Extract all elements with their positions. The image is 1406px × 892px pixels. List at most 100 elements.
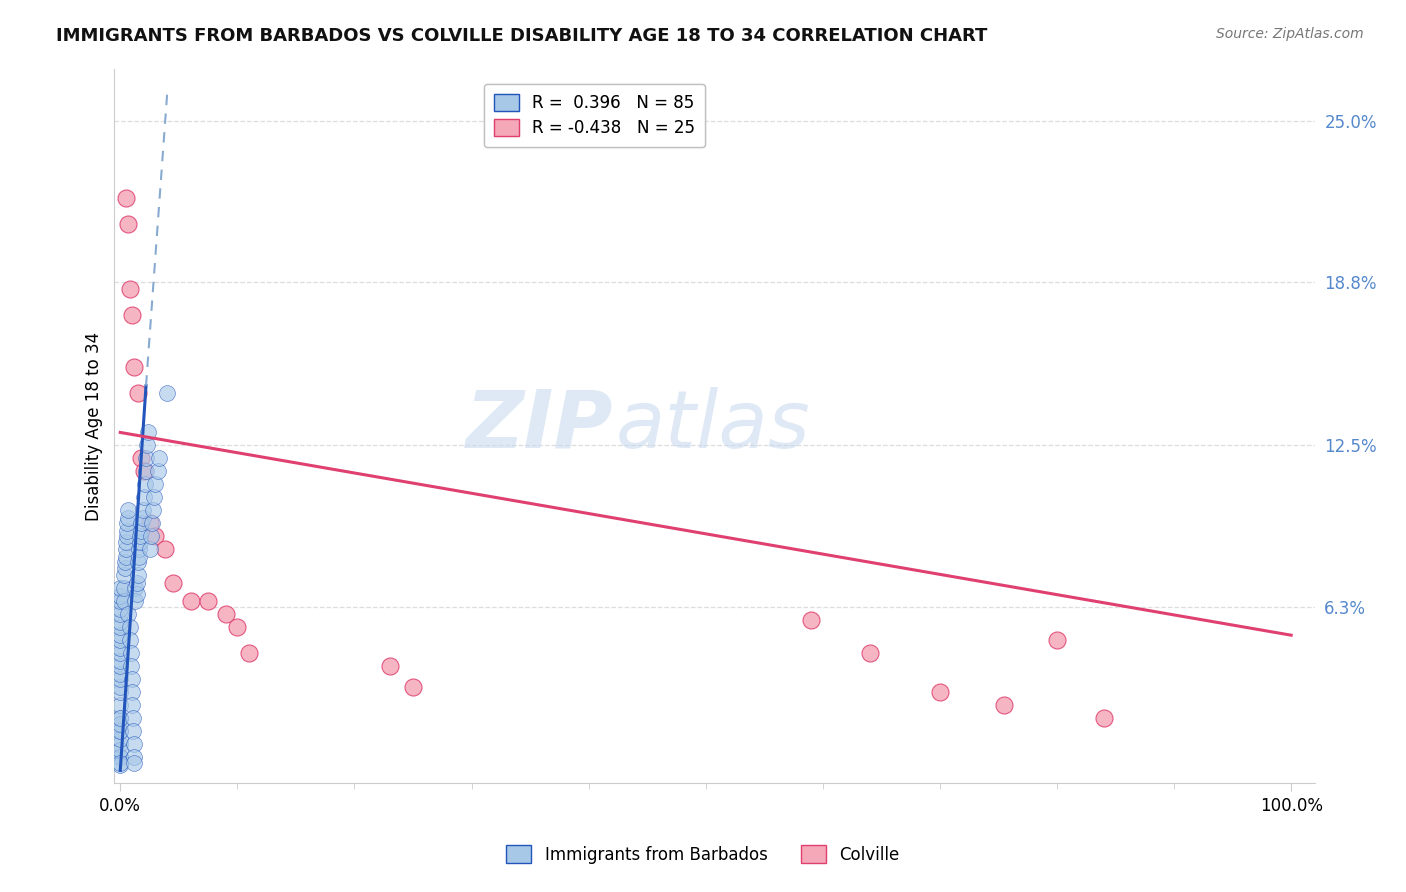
Immigrants from Barbados (110, 742, 132, 756)
Immigrants from Barbados (121, 698, 143, 713)
Colville (131, 451, 153, 466)
Immigrants from Barbados (115, 534, 138, 549)
Immigrants from Barbados (139, 529, 162, 543)
Text: ZIP: ZIP (465, 387, 613, 465)
Immigrants from Barbados (110, 716, 132, 731)
Immigrants from Barbados (110, 750, 132, 764)
Colville (378, 659, 401, 673)
Colville (127, 386, 149, 401)
Colville (162, 576, 184, 591)
Immigrants from Barbados (125, 576, 148, 591)
Colville (800, 613, 823, 627)
Immigrants from Barbados (110, 750, 132, 764)
Immigrants from Barbados (131, 524, 153, 539)
Colville (1046, 633, 1069, 648)
Immigrants from Barbados (124, 756, 146, 770)
Immigrants from Barbados (117, 516, 139, 531)
Immigrants from Barbados (128, 550, 150, 565)
Immigrants from Barbados (110, 756, 132, 770)
Immigrants from Barbados (117, 529, 139, 543)
Immigrants from Barbados (136, 438, 159, 452)
Immigrants from Barbados (143, 491, 166, 505)
Immigrants from Barbados (112, 582, 135, 596)
Immigrants from Barbados (110, 758, 132, 772)
Immigrants from Barbados (138, 542, 160, 557)
Legend: Immigrants from Barbados, Colville: Immigrants from Barbados, Colville (499, 838, 907, 871)
Immigrants from Barbados (134, 477, 156, 491)
Immigrants from Barbados (110, 711, 132, 725)
Immigrants from Barbados (110, 641, 132, 656)
Immigrants from Barbados (110, 698, 132, 713)
Colville (214, 607, 236, 622)
Colville (402, 680, 425, 694)
Immigrants from Barbados (121, 685, 143, 699)
Immigrants from Barbados (141, 516, 163, 531)
Immigrants from Barbados (156, 386, 179, 401)
Immigrants from Barbados (131, 511, 153, 525)
Colville (121, 309, 143, 323)
Immigrants from Barbados (124, 737, 146, 751)
Immigrants from Barbados (121, 673, 143, 687)
Immigrants from Barbados (110, 711, 132, 725)
Legend: R =  0.396   N = 85, R = -0.438   N = 25: R = 0.396 N = 85, R = -0.438 N = 25 (484, 84, 706, 147)
Immigrants from Barbados (117, 607, 139, 622)
Immigrants from Barbados (110, 724, 132, 739)
Immigrants from Barbados (142, 503, 165, 517)
Immigrants from Barbados (128, 542, 150, 557)
Immigrants from Barbados (120, 647, 142, 661)
Colville (124, 360, 146, 375)
Immigrants from Barbados (131, 503, 153, 517)
Immigrants from Barbados (131, 516, 153, 531)
Immigrants from Barbados (110, 602, 132, 616)
Immigrants from Barbados (110, 685, 132, 699)
Immigrants from Barbados (115, 550, 138, 565)
Immigrants from Barbados (118, 620, 141, 634)
Immigrants from Barbados (110, 732, 132, 747)
Immigrants from Barbados (110, 673, 132, 687)
Immigrants from Barbados (124, 594, 146, 608)
Immigrants from Barbados (110, 628, 132, 642)
Colville (238, 647, 260, 661)
Immigrants from Barbados (129, 529, 152, 543)
Immigrants from Barbados (125, 586, 148, 600)
Immigrants from Barbados (117, 511, 139, 525)
Immigrants from Barbados (120, 659, 142, 673)
Immigrants from Barbados (110, 654, 132, 668)
Immigrants from Barbados (110, 620, 132, 634)
Immigrants from Barbados (132, 491, 155, 505)
Immigrants from Barbados (117, 524, 139, 539)
Immigrants from Barbados (110, 737, 132, 751)
Immigrants from Barbados (118, 633, 141, 648)
Colville (197, 594, 219, 608)
Immigrants from Barbados (148, 451, 170, 466)
Immigrants from Barbados (135, 451, 157, 466)
Immigrants from Barbados (110, 594, 132, 608)
Immigrants from Barbados (135, 465, 157, 479)
Colville (180, 594, 202, 608)
Immigrants from Barbados (110, 615, 132, 630)
Colville (145, 529, 167, 543)
Immigrants from Barbados (127, 556, 149, 570)
Immigrants from Barbados (146, 465, 169, 479)
Immigrants from Barbados (124, 750, 146, 764)
Immigrants from Barbados (110, 667, 132, 681)
Immigrants from Barbados (114, 560, 136, 574)
Immigrants from Barbados (110, 607, 132, 622)
Immigrants from Barbados (112, 568, 135, 582)
Colville (226, 620, 249, 634)
Immigrants from Barbados (110, 724, 132, 739)
Y-axis label: Disability Age 18 to 34: Disability Age 18 to 34 (86, 332, 103, 521)
Immigrants from Barbados (110, 633, 132, 648)
Immigrants from Barbados (110, 680, 132, 694)
Immigrants from Barbados (112, 594, 135, 608)
Colville (132, 465, 155, 479)
Colville (118, 283, 141, 297)
Text: Source: ZipAtlas.com: Source: ZipAtlas.com (1216, 27, 1364, 41)
Immigrants from Barbados (110, 582, 132, 596)
Colville (115, 192, 138, 206)
Immigrants from Barbados (129, 534, 152, 549)
Colville (153, 542, 176, 557)
Colville (117, 218, 139, 232)
Immigrants from Barbados (127, 568, 149, 582)
Immigrants from Barbados (145, 477, 167, 491)
